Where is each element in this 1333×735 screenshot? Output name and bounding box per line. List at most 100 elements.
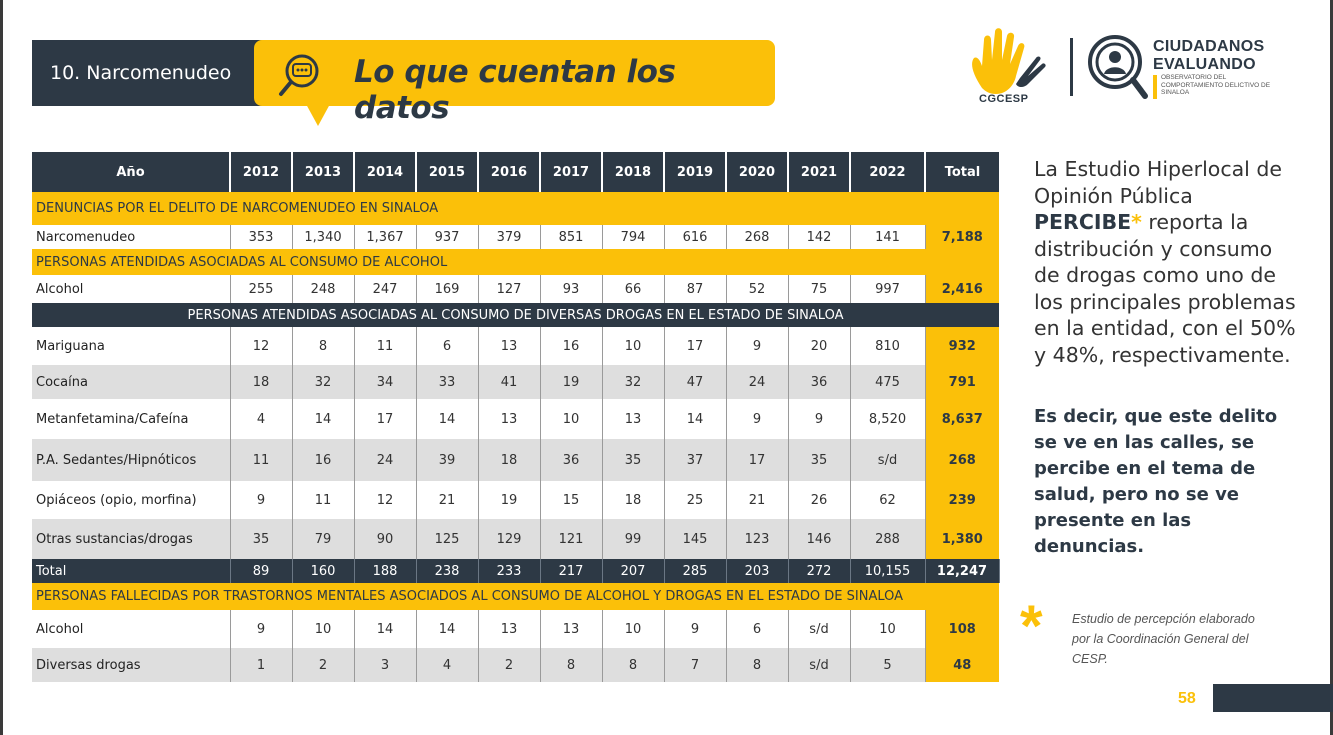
table-cell: 9 — [726, 327, 789, 365]
table-cell: s/d — [788, 648, 851, 682]
table-cell: 9 — [230, 481, 293, 519]
evaluando-logo-title: EVALUANDO — [1153, 56, 1256, 73]
table-cell: 35 — [602, 439, 665, 481]
table-cell: 90 — [354, 519, 417, 559]
table-cell: 7 — [664, 648, 727, 682]
row-total-cell: 8,637 — [925, 399, 999, 439]
table-cell: 123 — [726, 519, 789, 559]
table-cell: 36 — [788, 365, 851, 399]
row-total-cell: 932 — [925, 327, 999, 365]
col-header: 2018 — [602, 152, 665, 192]
table-cell: s/d — [850, 439, 926, 481]
table-cell: 475 — [850, 365, 926, 399]
table-cell: 4 — [230, 399, 293, 439]
table-cell: 188 — [354, 559, 417, 583]
table-cell: 10,155 — [850, 559, 926, 583]
table-cell: 39 — [416, 439, 479, 481]
table-cell: 238 — [416, 559, 479, 583]
table-cell: 8 — [602, 648, 665, 682]
section-row-denuncias: DENUNCIAS POR EL DELITO DE NARCOMENUDEO … — [32, 192, 999, 225]
table-cell: 17 — [354, 399, 417, 439]
table-cell: 11 — [292, 481, 355, 519]
table-cell: 11 — [230, 439, 293, 481]
table-cell: 18 — [478, 439, 541, 481]
col-header: 2021 — [788, 152, 851, 192]
table-cell: 146 — [788, 519, 851, 559]
section-title: PERSONAS ATENDIDAS ASOCIADAS AL CONSUMO … — [32, 249, 999, 275]
table-cell: 33 — [416, 365, 479, 399]
table-cell: 25 — [664, 481, 727, 519]
logo-accent-bar — [1153, 75, 1157, 99]
table-cell: 13 — [478, 610, 541, 648]
table-row: Metanfetamina/Cafeína 4 14 17 14 13 10 13 14 9 9 8,… — [32, 399, 999, 439]
table-cell: 52 — [726, 275, 789, 303]
data-table: Año 2012 2013 2014 2015 2016 2017 2018 2… — [32, 152, 1000, 682]
footnote-star-icon: * — [1020, 594, 1043, 659]
page-number: 58 — [1178, 690, 1196, 707]
table-cell: 14 — [416, 610, 479, 648]
table-cell: 997 — [850, 275, 926, 303]
total-row: Total 89 160 188 238 233 217 207 285 203 272 10,155… — [32, 559, 1000, 583]
side-text-intro: La Estudio Hiperlocal de Opinión Pública — [1034, 157, 1283, 208]
table-cell: 3 — [354, 648, 417, 682]
table-cell: 9 — [726, 399, 789, 439]
table-cell: 15 — [540, 481, 603, 519]
section-title: DENUNCIAS POR EL DELITO DE NARCOMENUDEO … — [32, 192, 999, 225]
asterisk-mark: * — [1131, 210, 1142, 234]
table-cell: 14 — [416, 399, 479, 439]
table-cell: 75 — [788, 275, 851, 303]
table-cell: 141 — [850, 225, 926, 249]
table-cell: 9 — [230, 610, 293, 648]
table-cell: 18 — [602, 481, 665, 519]
cgcesp-hand-logo-icon — [972, 28, 1046, 94]
table-cell: 37 — [664, 439, 727, 481]
table-cell: 12 — [230, 327, 293, 365]
left-frame-edge — [0, 0, 3, 735]
table-cell: 1,367 — [354, 225, 417, 249]
table-cell: 142 — [788, 225, 851, 249]
table-cell: 14 — [354, 610, 417, 648]
table-cell: 129 — [478, 519, 541, 559]
table-row: Alcohol 255 248 247 169 127 93 66 87 52 75 997 2,416 — [32, 275, 999, 303]
table-cell: 207 — [602, 559, 665, 583]
table-cell: 32 — [602, 365, 665, 399]
section-title: PERSONAS ATENDIDAS ASOCIADAS AL CONSUMO … — [32, 303, 999, 327]
table-row: Diversas drogas 1 2 3 4 2 8 8 7 8 s/d 5 48 — [32, 648, 999, 682]
side-paragraph: La Estudio Hiperlocal de Opinión Pública… — [1034, 156, 1304, 368]
table-cell: 89 — [230, 559, 293, 583]
table-cell: 121 — [540, 519, 603, 559]
col-header: 2020 — [726, 152, 789, 192]
row-label: Narcomenudeo — [32, 225, 231, 249]
page-bar — [1213, 684, 1333, 712]
side-text-body: reporta la distribución y consumo de dro… — [1034, 210, 1296, 367]
table-cell: 32 — [292, 365, 355, 399]
section-title: PERSONAS FALLECIDAS POR TRASTORNOS MENTA… — [32, 583, 999, 610]
table-cell: 272 — [788, 559, 851, 583]
row-total-cell: 791 — [925, 365, 999, 399]
ciudadanos-logo-title: CIUDADANOS — [1153, 38, 1265, 55]
table-cell: 26 — [788, 481, 851, 519]
row-label: Cocaína — [32, 365, 231, 399]
table-cell: 79 — [292, 519, 355, 559]
table-cell: 10 — [292, 610, 355, 648]
row-label: Metanfetamina/Cafeína — [32, 399, 231, 439]
table-cell: 6 — [416, 327, 479, 365]
row-total-cell: 239 — [925, 481, 999, 519]
table-cell: 17 — [664, 327, 727, 365]
row-total-cell: 2,416 — [925, 275, 999, 303]
table-cell: 248 — [292, 275, 355, 303]
table-cell: 4 — [416, 648, 479, 682]
row-total-cell: 268 — [925, 439, 999, 481]
table-cell: 47 — [664, 365, 727, 399]
table-cell: 13 — [478, 399, 541, 439]
table-cell: 21 — [726, 481, 789, 519]
table-cell: 160 — [292, 559, 355, 583]
table-cell: 16 — [292, 439, 355, 481]
table-cell: 379 — [478, 225, 541, 249]
row-total-cell: 48 — [925, 648, 999, 682]
col-header: 2016 — [478, 152, 541, 192]
table-cell: 9 — [664, 610, 727, 648]
observatorio-subtitle: OBSERVATORIO DEL COMPORTAMIENTO DELICTIV… — [1161, 74, 1271, 96]
table-cell: 10 — [850, 610, 926, 648]
speech-magnifier-icon — [279, 54, 319, 96]
